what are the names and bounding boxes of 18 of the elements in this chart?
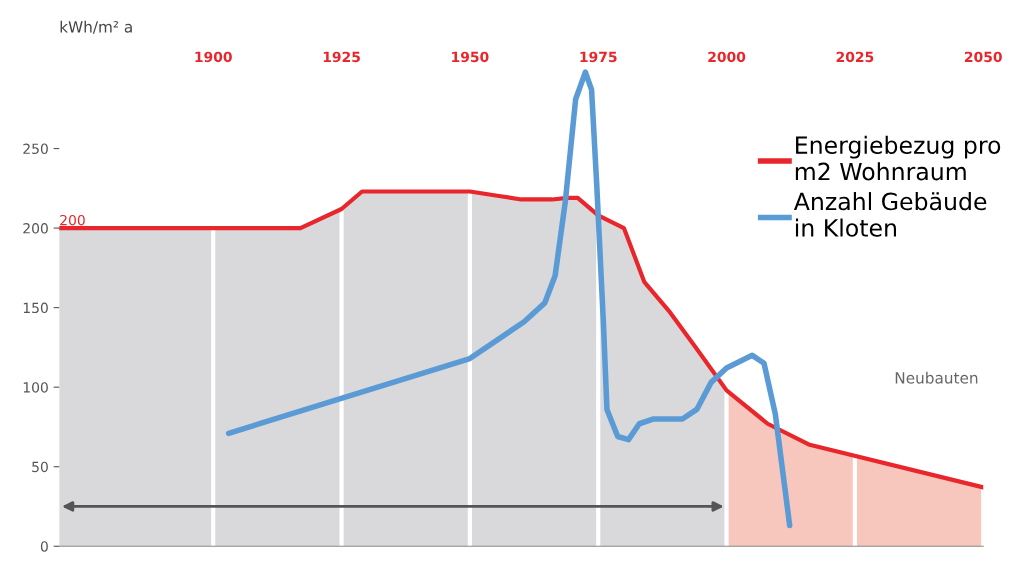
y-tick-label: 50 xyxy=(32,461,48,473)
annotation: 200 xyxy=(60,214,85,226)
y-tick-label: 250 xyxy=(23,143,48,155)
legend-label: Energiebezug pro m2 Wohnraum xyxy=(795,135,1001,181)
x-tick-label: 1950 xyxy=(452,51,489,63)
y-tick-label: 150 xyxy=(23,302,48,314)
y-tick-label: 0 xyxy=(40,541,48,552)
y-tick-label: 200 xyxy=(23,223,48,234)
x-tick-label: 2000 xyxy=(708,51,746,63)
annotation: Neubauten xyxy=(895,371,978,384)
x-tick-label: 1925 xyxy=(323,51,360,63)
x-tick-label: 2025 xyxy=(836,51,874,63)
y-axis-title: kWh/m² a xyxy=(60,20,132,34)
x-tick-label: 1900 xyxy=(195,51,232,63)
legend-label: Anzahl Gebäude in Kloten xyxy=(793,192,987,237)
y-tick-label: 100 xyxy=(23,382,48,393)
x-tick-label: 1975 xyxy=(580,51,617,63)
x-tick-label: 2050 xyxy=(964,51,1002,63)
